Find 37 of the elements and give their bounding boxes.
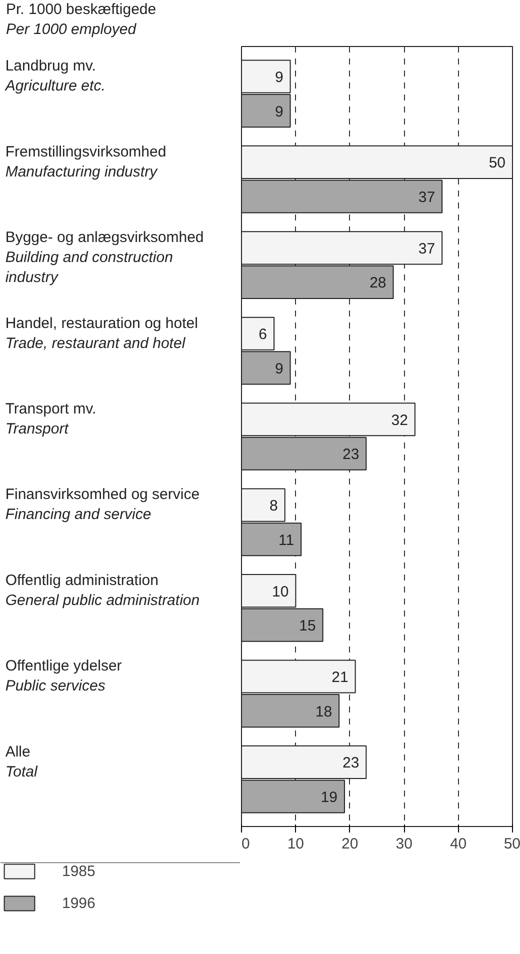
data-label: 37 — [418, 240, 436, 258]
data-label: 50 — [488, 154, 506, 172]
data-label: 19 — [320, 789, 338, 806]
data-label: 9 — [274, 103, 284, 120]
data-label: 37 — [418, 189, 436, 206]
data-label: 21 — [332, 669, 348, 686]
y-tick-label: Bygge- og anlægsvirksomhed Building and construction industry — [5, 229, 204, 286]
x-tick-label: 30 — [396, 836, 412, 852]
x-tick-label: 50 — [504, 836, 520, 852]
data-label: 8 — [270, 498, 278, 515]
data-label: 23 — [342, 446, 360, 464]
x-tick-label: 20 — [342, 836, 358, 852]
data-label: 9 — [274, 360, 284, 378]
data-label: 23 — [342, 754, 360, 772]
y-tick-label: Offentlige ydelser Public services — [5, 658, 122, 695]
y-tick-label: Transport mv. Transport — [5, 400, 96, 438]
data-label: 6 — [258, 326, 268, 344]
data-label: 32 — [391, 412, 408, 429]
x-tick-label: 10 — [287, 836, 304, 852]
data-label: 15 — [299, 618, 316, 635]
text: Pr. 1000 beskæftigede — [6, 1, 156, 18]
data-label: 9 — [274, 69, 284, 86]
legend-label: 1996 — [62, 894, 96, 912]
text: Per 1000 employed — [6, 20, 136, 38]
y-tick-label: Offentlig administration General public administration — [5, 572, 200, 609]
data-label: 11 — [278, 532, 294, 549]
data-label: 28 — [370, 274, 386, 292]
y-tick-label: Finansvirksomhed og service Financing and service — [5, 486, 200, 524]
y-tick-label: Handel, restauration og hotel Trade, restaurant and hotel — [5, 314, 198, 352]
x-tick-label: 0 — [242, 836, 250, 852]
legend-label: 1985 — [62, 862, 96, 880]
y-tick-label: Fremstillingsvirksomhed Manufacturing industry — [5, 143, 166, 180]
data-label: 10 — [272, 583, 289, 600]
x-tick-label: 40 — [450, 836, 467, 852]
data-label: 18 — [315, 703, 332, 720]
y-tick-label: Alle Total — [5, 743, 38, 780]
y-tick-label: Landbrug mv. Agriculture etc. — [4, 58, 106, 95]
